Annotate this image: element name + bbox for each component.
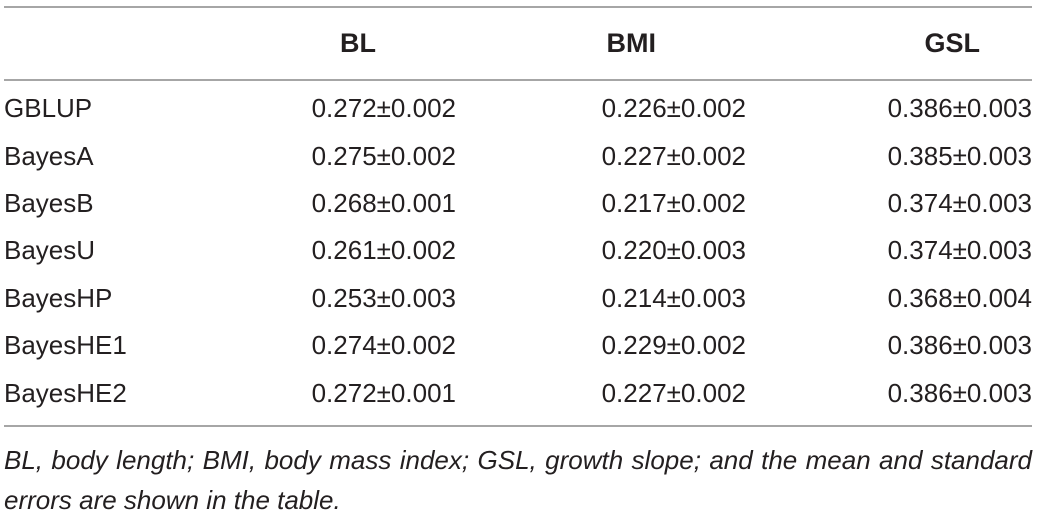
bmi-value-cell: 0.227±0.002: [601, 377, 746, 408]
bl-value-cell: 0.268±0.001: [311, 187, 456, 218]
bl-value-cell: 0.275±0.002: [311, 140, 456, 171]
results-table-container: BL BMI GSL GBLUP 0.272±0.002 0.226±0.002…: [4, 6, 1032, 427]
gsl-value-cell: 0.386±0.003: [887, 377, 1032, 408]
header-cell-bmi: BMI: [606, 28, 657, 58]
table-row: BayesU 0.261±0.002 0.220±0.003 0.374±0.0…: [4, 227, 1032, 274]
method-name-cell: BayesHE2: [4, 377, 127, 408]
gsl-value-cell: 0.374±0.003: [887, 187, 1032, 218]
method-name-cell: BayesB: [4, 187, 94, 218]
method-name-cell: BayesHP: [4, 282, 113, 313]
bl-value-cell: 0.261±0.002: [311, 235, 456, 266]
bl-value-cell: 0.272±0.002: [311, 93, 456, 124]
gsl-value-cell: 0.374±0.003: [887, 235, 1032, 266]
table-row: BayesA 0.275±0.002 0.227±0.002 0.385±0.0…: [4, 132, 1032, 179]
gsl-value-cell: 0.385±0.003: [887, 140, 1032, 171]
table-footnote: BL, body length; BMI, body mass index; G…: [4, 445, 1032, 515]
gsl-value-cell: 0.368±0.004: [887, 282, 1032, 313]
bl-value-cell: 0.253±0.003: [311, 282, 456, 313]
bl-value-cell: 0.274±0.002: [311, 330, 456, 361]
table-header: BL BMI GSL: [4, 7, 1032, 80]
gsl-value-cell: 0.386±0.003: [887, 330, 1032, 361]
method-name-cell: BayesHE1: [4, 330, 127, 361]
table-row: GBLUP 0.272±0.002 0.226±0.002 0.386±0.00…: [4, 80, 1032, 132]
bmi-value-cell: 0.226±0.002: [601, 93, 746, 124]
table-row: BayesHE1 0.274±0.002 0.229±0.002 0.386±0…: [4, 322, 1032, 369]
table-row: BayesHP 0.253±0.003 0.214±0.003 0.368±0.…: [4, 275, 1032, 322]
bmi-value-cell: 0.217±0.002: [601, 187, 746, 218]
header-row: BL BMI GSL: [4, 7, 1032, 80]
header-cell-gsl: GSL: [924, 28, 980, 58]
table-row: BayesB 0.268±0.001 0.217±0.002 0.374±0.0…: [4, 180, 1032, 227]
method-name-cell: GBLUP: [4, 93, 93, 124]
header-cell-method: [4, 7, 204, 80]
table-body: GBLUP 0.272±0.002 0.226±0.002 0.386±0.00…: [4, 80, 1032, 426]
bmi-value-cell: 0.229±0.002: [601, 330, 746, 361]
results-table: BL BMI GSL GBLUP 0.272±0.002 0.226±0.002…: [4, 6, 1032, 427]
gsl-value-cell: 0.386±0.003: [887, 93, 1032, 124]
table-row: BayesHE2 0.272±0.001 0.227±0.002 0.386±0…: [4, 369, 1032, 425]
method-name-cell: BayesU: [4, 235, 96, 266]
bl-value-cell: 0.272±0.001: [311, 377, 456, 408]
header-cell-bl: BL: [340, 28, 376, 58]
bmi-value-cell: 0.220±0.003: [601, 235, 746, 266]
bmi-value-cell: 0.227±0.002: [601, 140, 746, 171]
bmi-value-cell: 0.214±0.003: [601, 282, 746, 313]
method-name-cell: BayesA: [4, 140, 94, 171]
